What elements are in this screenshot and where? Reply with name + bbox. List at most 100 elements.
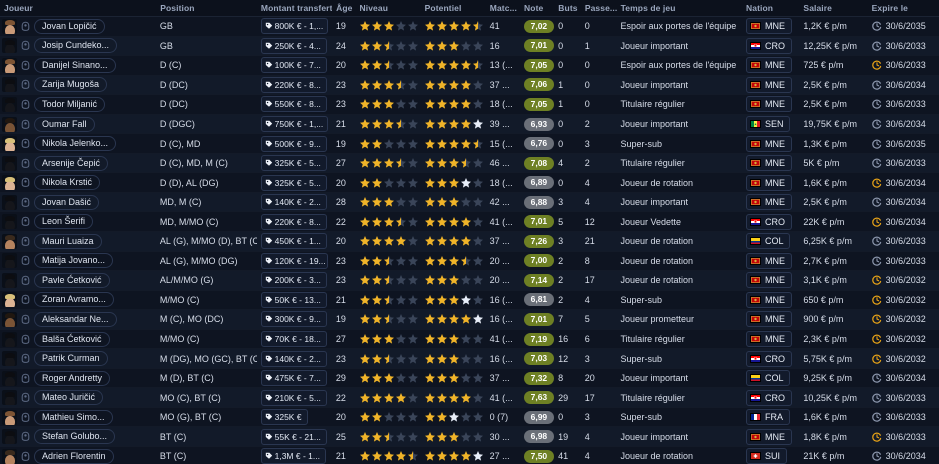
table-row[interactable]: Aleksandar Ne... M (C), MO (DC) 300K € -…: [0, 310, 939, 330]
nation-chip[interactable]: CRO: [745, 37, 792, 54]
scout-report-icon[interactable]: [20, 392, 31, 403]
cell-player[interactable]: Nikola Jelenko...: [0, 136, 156, 152]
player-name[interactable]: Todor Miljanić: [34, 96, 106, 112]
player-name[interactable]: Pavle Ćetković: [34, 272, 110, 288]
player-avatar[interactable]: [2, 409, 17, 425]
cell-player[interactable]: Mathieu Simo...: [0, 409, 156, 425]
player-avatar[interactable]: [2, 214, 17, 230]
player-avatar[interactable]: [2, 429, 17, 445]
table-row[interactable]: Oumar Fall D (DGC) 750K € - 1,... 21 39 …: [0, 114, 939, 135]
nation-chip[interactable]: MNE: [745, 252, 792, 269]
cell-player[interactable]: Mateo Juričić: [0, 390, 156, 406]
player-name[interactable]: Zarija Mugoša: [34, 77, 108, 93]
player-avatar[interactable]: [2, 18, 17, 34]
table-row[interactable]: Adrien Florentin BT (C) 1,3M € - 1... 21…: [0, 447, 939, 464]
player-avatar[interactable]: [2, 351, 17, 367]
player-name[interactable]: Jovan Lopičić: [34, 18, 105, 34]
nation-chip[interactable]: SEN: [745, 116, 791, 132]
table-row[interactable]: Leon Šerifi MD, M/MO (C) 220K € - 8... 2…: [0, 212, 939, 233]
scout-report-icon[interactable]: [20, 431, 31, 442]
cell-player[interactable]: Patrik Curman: [0, 351, 156, 367]
nation-chip[interactable]: MNE: [745, 96, 792, 113]
player-name[interactable]: Matija Jovano...: [34, 253, 114, 269]
table-row[interactable]: Stefan Golubo... BT (C) 55K € - 21... 25…: [0, 427, 939, 448]
column-header-niveau[interactable]: Niveau: [359, 3, 388, 13]
scout-report-icon[interactable]: [20, 236, 31, 247]
cell-player[interactable]: Zoran Avramo...: [0, 292, 156, 308]
cell-player[interactable]: Todor Miljanić: [0, 96, 156, 112]
cell-player[interactable]: Arsenije Čepić: [0, 155, 156, 171]
nation-chip[interactable]: MNE: [745, 194, 792, 211]
cell-player[interactable]: Matija Jovano...: [0, 253, 156, 269]
transfer-value-chip[interactable]: 800K € - 1,...: [260, 18, 328, 35]
player-avatar[interactable]: [2, 311, 17, 327]
transfer-value-chip[interactable]: 50K € - 13...: [260, 291, 327, 308]
scout-report-icon[interactable]: [20, 119, 31, 130]
player-name[interactable]: Arsenije Čepić: [34, 155, 109, 171]
scout-report-icon[interactable]: [20, 412, 31, 423]
transfer-value-chip[interactable]: 325K €: [260, 409, 308, 426]
nation-chip[interactable]: FRA: [745, 409, 790, 426]
cell-player[interactable]: Oumar Fall: [0, 116, 156, 132]
table-row[interactable]: Josip Cundeko... GB 250K € - 4... 24 16 …: [0, 36, 939, 57]
nation-chip[interactable]: MNE: [745, 331, 792, 348]
column-header-passes[interactable]: Passe...: [584, 3, 617, 13]
scout-report-icon[interactable]: [20, 40, 31, 51]
column-header-buts[interactable]: Buts: [558, 3, 578, 13]
scout-report-icon[interactable]: [20, 275, 31, 286]
scout-report-icon[interactable]: [20, 334, 31, 345]
table-row[interactable]: Pavle Ćetković AL/M/MO (G) 200K € - 3...…: [0, 271, 939, 291]
player-avatar[interactable]: [2, 370, 17, 386]
transfer-value-chip[interactable]: 220K € - 8...: [260, 76, 327, 93]
table-row[interactable]: Zarija Mugoša D (DC) 220K € - 8... 23 37…: [0, 75, 939, 96]
transfer-value-chip[interactable]: 325K € - 5...: [260, 155, 327, 172]
nation-chip[interactable]: MNE: [745, 18, 792, 35]
transfer-value-chip[interactable]: 450K € - 1...: [260, 233, 327, 250]
table-row[interactable]: Zoran Avramo... M/MO (C) 50K € - 13... 2…: [0, 290, 939, 311]
player-name[interactable]: Oumar Fall: [34, 116, 95, 132]
table-row[interactable]: Todor Miljanić D (DC) 550K € - 8... 23 1…: [0, 95, 939, 115]
player-avatar[interactable]: [2, 116, 17, 132]
player-name[interactable]: Aleksandar Ne...: [34, 311, 117, 327]
player-name[interactable]: Roger Andretty: [34, 370, 111, 386]
column-header-joueur[interactable]: Joueur: [4, 3, 33, 13]
scout-report-icon[interactable]: [20, 216, 31, 227]
player-avatar[interactable]: [2, 38, 17, 54]
player-avatar[interactable]: [2, 448, 17, 464]
player-avatar[interactable]: [2, 233, 17, 249]
column-header-note[interactable]: Note: [524, 3, 544, 13]
player-avatar[interactable]: [2, 136, 17, 152]
player-avatar[interactable]: [2, 96, 17, 112]
transfer-value-chip[interactable]: 140K € - 2...: [260, 194, 327, 211]
column-header-expire-le[interactable]: Expire le: [871, 3, 908, 13]
player-avatar[interactable]: [2, 272, 17, 288]
table-row[interactable]: Arsenije Čepić D (C), MD, M (C) 325K € -…: [0, 153, 939, 174]
player-name[interactable]: Danijel Sinano...: [34, 57, 116, 73]
scout-report-icon[interactable]: [20, 177, 31, 188]
table-row[interactable]: Matija Jovano... AL (G), M/MO (DG) 120K …: [0, 251, 939, 272]
nation-chip[interactable]: COL: [745, 370, 791, 387]
transfer-value-chip[interactable]: 500K € - 9...: [260, 135, 327, 152]
cell-player[interactable]: Aleksandar Ne...: [0, 311, 156, 327]
scout-report-icon[interactable]: [20, 255, 31, 266]
table-row[interactable]: Mauri Luaiza AL (G), M/MO (D), BT (C) 45…: [0, 232, 939, 252]
column-header-age[interactable]: Âge: [336, 3, 353, 13]
player-avatar[interactable]: [2, 292, 17, 308]
transfer-value-chip[interactable]: 140K € - 2...: [260, 350, 327, 367]
column-header-position[interactable]: Position: [160, 3, 195, 13]
nation-chip[interactable]: MNE: [745, 174, 792, 191]
cell-player[interactable]: Stefan Golubo...: [0, 429, 156, 445]
scout-report-icon[interactable]: [20, 294, 31, 305]
table-row[interactable]: Mateo Juričić MO (C), BT (C) 210K € - 5.…: [0, 388, 939, 408]
scout-report-icon[interactable]: [20, 60, 31, 71]
nation-chip[interactable]: MNE: [745, 155, 792, 172]
table-row[interactable]: Nikola Jelenko... D (C), MD 500K € - 9..…: [0, 134, 939, 154]
cell-player[interactable]: Nikola Krstić: [0, 175, 156, 191]
column-header-salaire[interactable]: Salaire: [803, 3, 833, 13]
scout-report-icon[interactable]: [20, 373, 31, 384]
cell-player[interactable]: Leon Šerifi: [0, 214, 156, 230]
transfer-value-chip[interactable]: 300K € - 9...: [260, 311, 327, 328]
table-row[interactable]: Roger Andretty M (D), BT (C) 475K € - 7.…: [0, 368, 939, 389]
player-name[interactable]: Josip Cundeko...: [34, 38, 118, 54]
transfer-value-chip[interactable]: 1,3M € - 1...: [260, 448, 326, 464]
